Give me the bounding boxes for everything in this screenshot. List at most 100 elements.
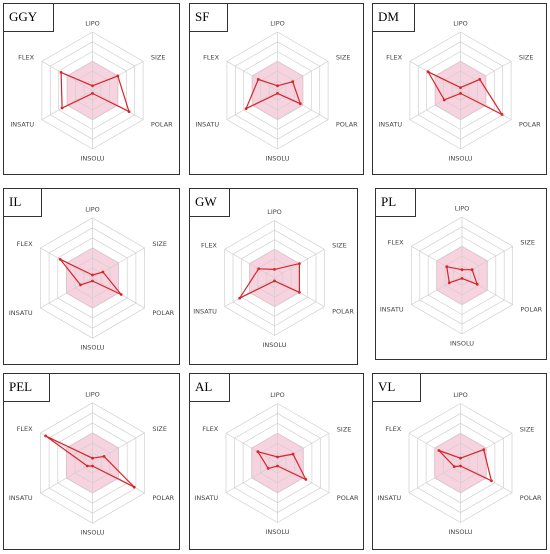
axis-label-insolu: INSOLU (262, 341, 286, 349)
axis-label-polar: POLAR (520, 306, 542, 314)
axis-label-insatu: INSATU (377, 494, 401, 502)
axis-spoke (277, 432, 330, 464)
axis-label-lipo: LIPO (455, 205, 470, 213)
axis-label-insatu: INSATU (194, 494, 218, 502)
axis-label-insatu: INSATU (9, 494, 33, 502)
data-point-insolu (460, 277, 464, 280)
data-point-lipo (91, 456, 94, 460)
data-point-insolu (91, 92, 94, 95)
radar-panel-sf: LIPO SIZE POLAR INSOLU INSATU FLEX SF (189, 3, 364, 175)
data-point-flex (257, 267, 260, 271)
axis-label-lipo: LIPO (85, 20, 100, 28)
axis-label-insolu: INSOLU (265, 528, 289, 536)
axis-label-insolu: INSOLU (80, 344, 104, 352)
axis-spoke (461, 275, 513, 306)
data-point-lipo (91, 273, 94, 277)
data-point-insolu (91, 279, 94, 283)
data-point-polar (500, 113, 504, 116)
data-point-flex (59, 71, 63, 74)
compound-label: PL (376, 189, 416, 217)
axis-label-polar: POLAR (152, 309, 174, 317)
grid-ring (224, 220, 325, 336)
axis-label-insatu: INSATU (193, 308, 217, 316)
axis-label-flex: FLEX (386, 53, 402, 61)
axis-label-lipo: LIPO (267, 208, 282, 216)
axis-label-polar: POLAR (520, 494, 542, 502)
axis-label-flex: FLEX (203, 53, 219, 61)
radar-panel-pel: LIPO SIZE POLAR INSOLU INSATU FLEX PEL (3, 373, 180, 550)
radar-panel-il: LIPO SIZE POLAR INSOLU INSATU FLEX IL (3, 188, 180, 365)
data-point-size (102, 455, 106, 458)
radar-chart: LIPO SIZE POLAR INSOLU INSATU FLEX (195, 20, 358, 163)
data-point-flex (44, 434, 47, 438)
axis-label-insolu: INSOLU (80, 155, 104, 163)
data-point-lipo (460, 268, 464, 272)
data-point-insolu (276, 464, 279, 468)
axis-label-polar: POLAR (337, 494, 359, 502)
axis-label-insatu: INSATU (195, 121, 219, 129)
axis-label-lipo: LIPO (453, 391, 468, 399)
compound-label: GW (190, 189, 230, 217)
axis-label-insolu: INSOLU (448, 155, 472, 163)
data-point-lipo (276, 84, 279, 88)
axis-label-flex: FLEX (17, 240, 33, 248)
data-point-size (482, 448, 486, 451)
axis-label-lipo: LIPO (85, 205, 100, 213)
axis-label-polar: POLAR (152, 494, 174, 502)
data-point-polar (475, 282, 479, 286)
compound-label: PEL (4, 374, 50, 402)
data-point-insolu (276, 92, 279, 95)
axis-label-lipo: LIPO (85, 390, 100, 398)
axis-label-insatu: INSATU (380, 306, 404, 314)
axis-spoke (225, 432, 278, 464)
radar-chart: LIPO SIZE POLAR INSOLU INSATU FLEX (193, 208, 354, 349)
axis-label-flex: FLEX (388, 238, 404, 246)
radar-chart: LIPO SIZE POLAR INSOLU INSATU FLEX (9, 205, 175, 352)
axis-label-insolu: INSOLU (448, 528, 472, 536)
axis-spoke (92, 90, 144, 121)
data-point-polar (490, 479, 493, 483)
data-point-insatu (266, 467, 270, 470)
axis-label-flex: FLEX (18, 53, 34, 61)
axis-label-size: SIZE (520, 425, 535, 433)
compound-label: VL (373, 374, 421, 402)
axis-spoke (226, 60, 278, 91)
data-point-polar (127, 110, 131, 113)
data-point-polar (119, 293, 123, 296)
axis-spoke (92, 462, 145, 494)
axis-spoke (40, 277, 93, 309)
data-point-insatu (85, 464, 89, 468)
data-point-flex (445, 265, 449, 269)
data-point-insatu (442, 98, 446, 102)
axis-spoke (460, 432, 513, 464)
data-point-size (298, 262, 301, 265)
data-point-flex (437, 449, 441, 452)
axis-spoke (40, 462, 93, 494)
data-point-insatu (60, 106, 64, 110)
data-point-size (101, 270, 105, 274)
data-point-insatu (447, 281, 451, 285)
axis-label-polar: POLAR (151, 121, 173, 129)
compound-label: IL (4, 189, 42, 217)
axis-label-flex: FLEX (385, 425, 401, 433)
data-point-size (291, 80, 295, 84)
axis-label-size: SIZE (520, 238, 535, 246)
axis-spoke (277, 90, 329, 121)
radar-chart: LIPO SIZE POLAR INSOLU INSATU FLEX (9, 390, 175, 536)
data-point-insolu (91, 464, 94, 468)
axis-spoke (408, 462, 461, 494)
data-point-insatu (238, 296, 242, 300)
radar-panel-dm: LIPO SIZE POLAR INSOLU INSATU FLEX DM (372, 3, 547, 175)
data-point-polar (304, 478, 308, 481)
data-point-insatu (244, 107, 248, 110)
radar-chart: LIPO SIZE POLAR INSOLU INSATU FLEX (378, 20, 541, 163)
data-point-lipo (91, 84, 94, 88)
axis-spoke (460, 60, 512, 91)
axis-label-size: SIZE (336, 53, 351, 61)
data-point-lipo (459, 86, 462, 89)
axis-spoke (411, 245, 463, 276)
data-point-insolu (459, 464, 462, 468)
axis-label-flex: FLEX (201, 241, 217, 249)
axis-label-polar: POLAR (332, 308, 354, 316)
